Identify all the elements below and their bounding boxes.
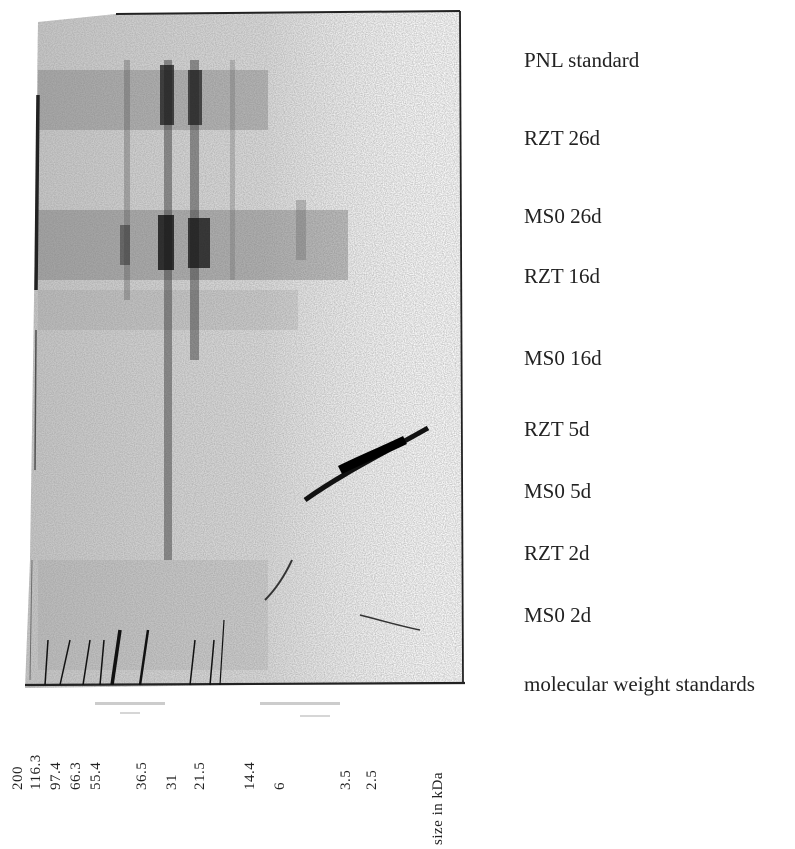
below-gel-marks — [95, 702, 340, 717]
mw-label: 36.5 — [134, 761, 150, 790]
lane-label-rzt-26d: RZT 26d — [524, 126, 601, 150]
lane-label-pnl-standard: PNL standard — [524, 48, 640, 72]
lane-label-ms0-26d: MS0 26d — [524, 204, 602, 228]
mw-label: 6 — [272, 782, 288, 790]
gel-body — [25, 10, 462, 688]
lane-label-ms0-2d: MS0 2d — [524, 603, 592, 627]
mw-label: 200 — [10, 766, 26, 790]
gel-frame — [24, 10, 466, 687]
gel-artifact — [264, 425, 430, 631]
mw-label: 116.3 — [28, 754, 44, 790]
mw-label: 55.4 — [88, 761, 104, 790]
axis-unit-label: size in kDa — [430, 772, 446, 845]
mw-label: 21.5 — [192, 761, 208, 790]
mw-standard-bands — [44, 619, 225, 686]
mw-label: 3.5 — [338, 769, 354, 790]
lane-label-ms0-5d: MS0 5d — [524, 479, 592, 503]
lane-label-rzt-5d: RZT 5d — [524, 417, 590, 441]
mw-label: 31 — [164, 774, 180, 790]
mw-label: 66.3 — [68, 761, 84, 790]
lane-label-rzt-16d: RZT 16d — [524, 264, 601, 288]
mw-label: 2.5 — [364, 769, 380, 790]
lane-label-mw-standards: molecular weight standards — [524, 672, 755, 696]
mw-label: 97.4 — [48, 761, 64, 790]
lane-label-ms0-16d: MS0 16d — [524, 346, 602, 370]
mw-label: 14.4 — [242, 761, 258, 790]
lane-label-rzt-2d: RZT 2d — [524, 541, 590, 565]
